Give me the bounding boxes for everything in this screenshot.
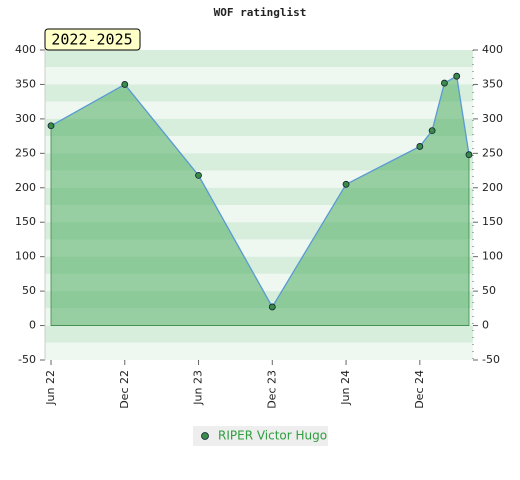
y-tick-label: 150 (15, 215, 36, 228)
y-tick-label: -50 (18, 353, 36, 366)
point (268, 303, 276, 311)
background-band (45, 342, 473, 360)
point (121, 81, 129, 88)
x-tick-label: Jun 23 (192, 370, 205, 406)
y2-tick-label: 150 (482, 215, 503, 228)
legend-box (193, 426, 328, 446)
background-band (45, 84, 473, 102)
x-tick-label: Dec 24 (413, 370, 426, 409)
point (453, 72, 461, 80)
legend-label: RIPER Victor Hugo (218, 429, 327, 443)
y2-tick-label: 50 (482, 284, 496, 297)
y2-tick-label: 350 (482, 77, 503, 90)
y-tick-label: 0 (29, 319, 36, 332)
x-tick-label: Jun 24 (339, 370, 352, 406)
y-tick-label: 50 (22, 284, 36, 297)
chart-title: WOF ratinglist (214, 6, 307, 19)
background-band (45, 50, 473, 68)
point (465, 151, 473, 159)
y-tick-label: 200 (15, 181, 36, 194)
point (441, 79, 448, 87)
y-tick-label: 100 (15, 250, 36, 263)
background-band (45, 101, 473, 119)
y-tick-label: 350 (15, 77, 36, 90)
legend-marker (201, 432, 209, 440)
x-tick-label: Dec 23 (265, 370, 278, 409)
y2-tick-label: 100 (482, 250, 503, 263)
line (50, 75, 470, 309)
annotation: 2022-2025 (51, 31, 132, 49)
y2-tick-label: 250 (482, 146, 503, 159)
background-band (45, 67, 473, 85)
y2-tick-label: 300 (482, 112, 503, 125)
y-tick-label: 300 (15, 112, 36, 125)
background-band (45, 325, 473, 343)
point (428, 127, 436, 135)
point (416, 143, 424, 150)
annotation-box (44, 28, 141, 51)
y2-tick-label: 400 (482, 43, 503, 56)
x-tick-label: Jun 22 (44, 370, 57, 406)
y-tick-label: 250 (15, 146, 36, 159)
y2-tick-label: 0 (482, 319, 489, 332)
y-tick-label: 400 (15, 43, 36, 56)
point (47, 122, 55, 130)
point (195, 171, 202, 179)
y2-tick-label: -50 (482, 353, 500, 366)
point (342, 180, 350, 188)
y2-tick-label: 200 (482, 181, 503, 194)
x-tick-label: Dec 22 (118, 370, 131, 409)
